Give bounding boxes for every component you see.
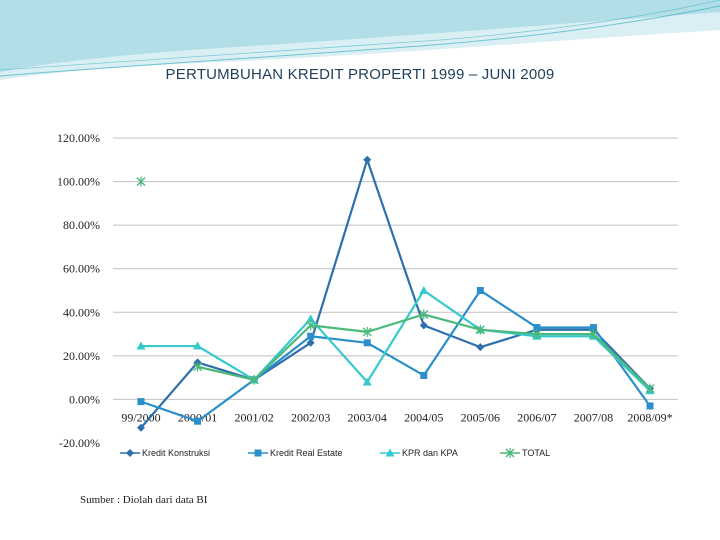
data-point <box>589 324 597 332</box>
x-tick-label: 2003/04 <box>348 410 387 424</box>
data-point <box>254 449 262 457</box>
x-tick-label: 2002/03 <box>291 410 330 424</box>
data-point <box>475 324 485 335</box>
legend-item: TOTAL <box>500 448 550 458</box>
data-point <box>137 398 145 406</box>
data-point <box>136 176 146 187</box>
data-point <box>306 314 316 323</box>
series-kpr-dan-kpa <box>136 286 655 395</box>
data-point <box>136 341 146 350</box>
series-total <box>136 176 655 394</box>
data-point <box>385 448 395 457</box>
legend-label: KPR dan KPA <box>402 448 458 458</box>
x-tick-label: 2007/08 <box>574 410 613 424</box>
source-note: Sumber : Diolah dari data BI <box>80 494 208 506</box>
data-point <box>533 324 541 332</box>
y-tick-label: 20.00% <box>63 349 100 363</box>
legend-item: KPR dan KPA <box>380 448 458 458</box>
y-axis-ticks: 120.00% 100.00% 80.00% 60.00% 40.00% 20.00% 0.… <box>57 131 100 450</box>
data-point <box>363 155 372 164</box>
data-point <box>476 343 485 352</box>
data-point <box>646 402 654 410</box>
data-point <box>126 449 134 457</box>
x-axis-ticks: 99/2000 2000/01 2001/02 2002/03 2003/04 2004/… <box>121 410 672 424</box>
data-point <box>362 377 372 386</box>
data-point <box>476 287 484 294</box>
data-point <box>532 329 542 340</box>
y-tick-label: 60.00% <box>63 262 100 276</box>
y-tick-label: 80.00% <box>63 218 100 232</box>
data-point <box>420 371 428 379</box>
chart-title: PERTUMBUHAN KREDIT PROPERTI 1999 – JUNI … <box>165 66 555 83</box>
x-tick-label: 2001/02 <box>234 410 273 424</box>
legend-label: Kredit Real Estate <box>270 448 343 458</box>
x-tick-label: 2005/06 <box>461 410 500 424</box>
x-tick-label: 2004/05 <box>404 410 443 424</box>
data-point <box>419 309 429 320</box>
legend: Kredit Konstruksi Kredit Real Estate KPR d… <box>120 448 550 458</box>
x-tick-label: 99/2000 <box>121 410 160 424</box>
data-point <box>363 339 371 347</box>
legend-label: TOTAL <box>522 448 550 458</box>
series-lines <box>136 155 655 432</box>
y-tick-label: 40.00% <box>63 305 100 319</box>
data-point <box>362 326 372 337</box>
data-point <box>505 448 515 458</box>
legend-item: Kredit Real Estate <box>248 448 343 458</box>
series-line <box>140 289 651 423</box>
data-point <box>194 417 202 425</box>
data-point <box>645 383 655 394</box>
gridlines <box>113 137 678 400</box>
y-tick-label: 0.00% <box>69 392 100 406</box>
x-tick-label: 2006/07 <box>517 410 556 424</box>
legend-item: Kredit Konstruksi <box>120 448 210 458</box>
y-tick-label: 100.00% <box>57 175 100 189</box>
x-tick-label: 2008/09* <box>627 410 672 424</box>
series-line <box>140 158 651 429</box>
data-point <box>307 332 315 340</box>
series-line <box>141 289 651 392</box>
data-point <box>249 374 259 385</box>
y-tick-label: -20.00% <box>59 436 100 450</box>
data-point <box>193 361 203 372</box>
data-point <box>419 286 429 294</box>
legend-label: Kredit Konstruksi <box>142 448 210 458</box>
data-point <box>137 423 145 432</box>
y-tick-label: 120.00% <box>57 131 100 145</box>
data-point <box>306 320 316 331</box>
data-point <box>419 321 428 330</box>
data-point <box>306 338 315 347</box>
series-kredit-konstruksi <box>137 155 654 432</box>
header-wave-decoration <box>0 0 720 80</box>
data-point <box>193 341 203 350</box>
data-point <box>588 329 598 340</box>
